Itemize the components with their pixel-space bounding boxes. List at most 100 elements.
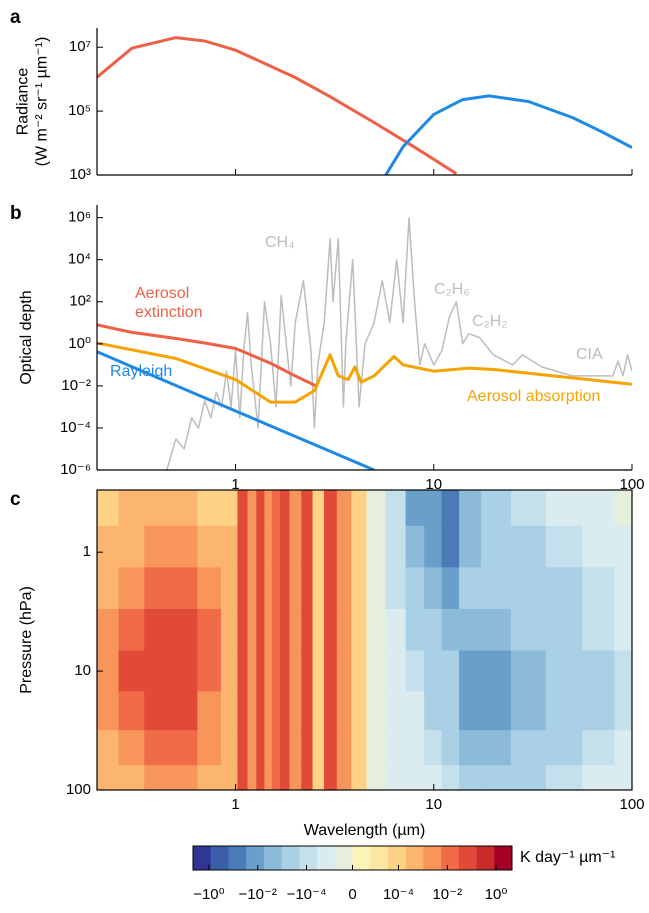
heat-cell: [271, 650, 281, 692]
y-tick-label: 1: [83, 543, 91, 560]
heat-cell: [545, 691, 583, 731]
series-label: Rayleigh: [110, 363, 173, 380]
heat-cell: [144, 650, 171, 692]
series-label: Aerosol extinction: [135, 285, 203, 321]
y-tick-label: 10⁻⁶: [60, 461, 91, 478]
heat-cell: [247, 567, 257, 610]
heat-cell: [279, 567, 290, 610]
colorbar-tick-label: 0: [348, 886, 356, 903]
heat-cell: [441, 490, 460, 527]
heat-cell: [312, 691, 325, 731]
heat-cell: [545, 608, 583, 651]
heat-cell: [312, 730, 325, 766]
heat-cell: [220, 730, 238, 766]
y-tick-label: 10⁰: [68, 335, 91, 352]
x-tick-label: 10: [425, 476, 442, 493]
heat-cell: [614, 650, 632, 692]
heat-cell: [301, 608, 314, 651]
heat-cell: [289, 608, 302, 651]
heat-cell: [197, 765, 222, 790]
heat-cell: [351, 765, 368, 790]
heat-cell: [351, 608, 368, 651]
colorbar-swatch: [228, 846, 247, 870]
colorbar-tick-label: −10⁻⁴: [287, 886, 327, 903]
heat-cell: [441, 608, 460, 651]
y-tick-label: 10⁶: [68, 209, 91, 226]
heat-cell: [424, 525, 443, 568]
heat-cell: [582, 567, 615, 610]
heat-cell: [197, 650, 222, 692]
heat-cell: [510, 567, 547, 610]
heat-cell: [582, 730, 615, 766]
heat-cell: [247, 490, 257, 527]
heat-cell: [405, 608, 425, 651]
heat-cell: [312, 765, 325, 790]
annotation: C₂H₂: [472, 313, 508, 330]
heat-cell: [582, 650, 615, 692]
x-tick-label: 100: [619, 476, 644, 493]
heat-cell: [271, 691, 281, 731]
heat-cell: [312, 490, 325, 527]
colorbar-label: K day⁻¹ µm⁻¹: [520, 849, 615, 866]
series-line: [166, 216, 632, 470]
colorbar-swatch: [370, 846, 389, 870]
heat-cell: [385, 730, 407, 766]
frame: [96, 489, 633, 791]
heat-cell: [289, 730, 302, 766]
y-tick-label: 10⁴: [68, 251, 91, 268]
heat-cell: [481, 691, 512, 731]
heat-cell: [441, 525, 460, 568]
heat-cell: [197, 730, 222, 766]
heat-cell: [220, 765, 238, 790]
heat-cell: [170, 490, 198, 527]
heat-cell: [366, 608, 386, 651]
heat-cell: [405, 650, 425, 692]
heat-cell: [256, 730, 265, 766]
heat-cell: [301, 691, 314, 731]
heat-cell: [279, 691, 290, 731]
series-line: [97, 323, 319, 389]
heat-cell: [279, 765, 290, 790]
heat-cell: [510, 490, 547, 527]
heat-cell: [97, 650, 120, 692]
heat-cell: [510, 525, 547, 568]
heat-cell: [441, 650, 460, 692]
heat-cell: [118, 650, 145, 692]
heat-cell: [336, 691, 352, 731]
heat-cell: [405, 525, 425, 568]
heat-cell: [481, 525, 512, 568]
heat-cell: [256, 608, 265, 651]
heat-cell: [614, 567, 632, 610]
panel-letter: b: [10, 203, 22, 224]
heat-cell: [97, 490, 120, 527]
heat-cell: [366, 525, 386, 568]
colorbar-swatch: [387, 846, 406, 870]
heat-cell: [441, 765, 460, 790]
colorbar-swatch: [210, 846, 229, 870]
heat-cell: [144, 490, 171, 527]
heat-cell: [170, 567, 198, 610]
heat-cell: [351, 567, 368, 610]
colorbar-tick-label: 10⁻²: [432, 886, 462, 903]
heat-cell: [256, 691, 265, 731]
heat-cell: [336, 730, 352, 766]
y-axis-label: Radiance: [15, 68, 32, 136]
heat-cell: [170, 730, 198, 766]
heat-cell: [301, 490, 314, 527]
heat-cell: [289, 567, 302, 610]
heat-cell: [424, 490, 443, 527]
heat-cell: [197, 490, 222, 527]
heat-cell: [237, 567, 249, 610]
heat-cell: [256, 490, 265, 527]
heat-cell: [220, 608, 238, 651]
heat-cell: [247, 765, 257, 790]
heat-cell: [459, 691, 482, 731]
heat-cell: [510, 730, 547, 766]
colorbar-tick-label: −10⁰: [193, 886, 224, 903]
heat-cell: [510, 765, 547, 790]
heat-cell: [237, 730, 249, 766]
colorbar-swatch: [317, 846, 336, 870]
heat-cell: [510, 650, 547, 692]
y-tick-label: 10²: [69, 293, 91, 310]
